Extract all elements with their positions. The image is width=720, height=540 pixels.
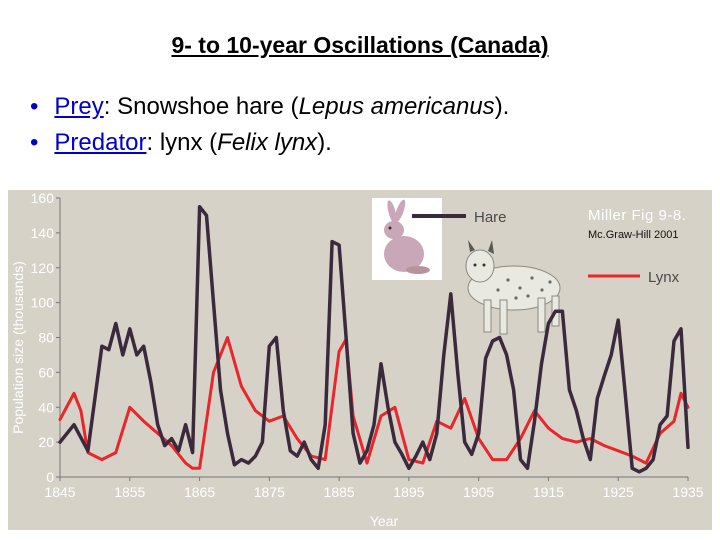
prey-term-link[interactable]: Prey bbox=[54, 93, 104, 120]
x-tick-label: 1885 bbox=[324, 484, 355, 500]
y-tick-label: 60 bbox=[38, 364, 54, 380]
legend-lynx-label: Lynx bbox=[648, 269, 680, 286]
bullet-marker: • bbox=[30, 93, 39, 120]
hare-body bbox=[384, 236, 424, 272]
y-tick-label: 0 bbox=[46, 469, 54, 485]
predator-description: lynx ( bbox=[159, 129, 218, 156]
y-axis-label: Population size (thousands) bbox=[10, 261, 26, 434]
x-axis-label: Year bbox=[370, 513, 399, 529]
lynx-eye bbox=[482, 263, 486, 267]
figure-credit-line2: Mc.Graw-Hill 2001 bbox=[588, 229, 678, 241]
series-layer bbox=[58, 204, 690, 474]
x-tick-label: 1845 bbox=[44, 484, 75, 500]
y-tick-label: 120 bbox=[31, 260, 55, 276]
legend: Hare Lynx bbox=[412, 209, 680, 286]
hare-illustration bbox=[372, 198, 442, 280]
lynx-ear-tufts bbox=[468, 240, 494, 254]
lynx-leg bbox=[537, 297, 546, 333]
bullet-list: • Prey: Snowshoe hare (Lepus americanus).… bbox=[30, 90, 509, 162]
x-tick-label: 1895 bbox=[393, 484, 424, 500]
lynx-body bbox=[467, 265, 561, 311]
slide-title: 9- to 10-year Oscillations (Canada) bbox=[171, 32, 549, 58]
population-figure: 0 20 40 60 80 100 120 140 160 1845 1855 1865 1875 188… bbox=[8, 190, 712, 530]
hare-ear bbox=[394, 199, 406, 223]
x-tick-label: 1855 bbox=[114, 484, 145, 500]
x-tick-label: 1915 bbox=[533, 484, 564, 500]
y-tick-label: 80 bbox=[38, 330, 54, 346]
bullet-separator: : bbox=[103, 93, 118, 120]
x-tick-label: 1875 bbox=[254, 484, 285, 500]
lynx-head bbox=[465, 249, 495, 283]
y-tick-label: 140 bbox=[31, 225, 55, 241]
lynx-leg bbox=[499, 299, 508, 335]
axes-layer: 0 20 40 60 80 100 120 140 160 1845 1855 1865 1875 188… bbox=[10, 190, 704, 529]
x-tick-label: 1935 bbox=[672, 484, 703, 500]
lynx-illustration bbox=[465, 240, 561, 335]
y-tick-label: 100 bbox=[31, 295, 55, 311]
predator-term-link[interactable]: Predator bbox=[54, 129, 147, 156]
lynx-leg bbox=[483, 299, 492, 333]
y-tick-label: 160 bbox=[31, 190, 55, 206]
x-tick-label: 1925 bbox=[603, 484, 634, 500]
bullet-predator: • Predator: lynx (Felix lynx). bbox=[30, 126, 509, 162]
bullet-marker: • bbox=[30, 129, 39, 156]
figure-credit-line1: Miller Fig 9-8. bbox=[588, 207, 686, 224]
hare-foot bbox=[406, 266, 430, 274]
population-chart: 0 20 40 60 80 100 120 140 160 1845 1855 1865 1875 188… bbox=[10, 190, 704, 529]
predator-scientific-name: Felix lynx bbox=[217, 129, 318, 156]
hare-head bbox=[384, 221, 404, 239]
y-tick-label: 40 bbox=[38, 399, 54, 415]
x-tick-label: 1905 bbox=[463, 484, 494, 500]
y-tick-label: 20 bbox=[38, 434, 54, 450]
lynx-eye bbox=[473, 263, 477, 267]
prey-description: Snowshoe hare ( bbox=[117, 93, 299, 120]
prey-scientific-name: Lepus americanus bbox=[298, 93, 495, 120]
bullet-separator: : bbox=[146, 129, 160, 156]
legend-hare-label: Hare bbox=[474, 209, 507, 226]
hare-ear bbox=[387, 200, 397, 224]
hare-eye bbox=[388, 226, 392, 230]
bullet-prey: • Prey: Snowshoe hare (Lepus americanus). bbox=[30, 90, 509, 126]
bullet-end: ). bbox=[494, 93, 510, 120]
x-tick-label: 1865 bbox=[184, 484, 215, 500]
lynx-spots bbox=[496, 276, 552, 300]
bullet-end: ). bbox=[317, 129, 332, 156]
series-line-hare bbox=[58, 204, 690, 474]
